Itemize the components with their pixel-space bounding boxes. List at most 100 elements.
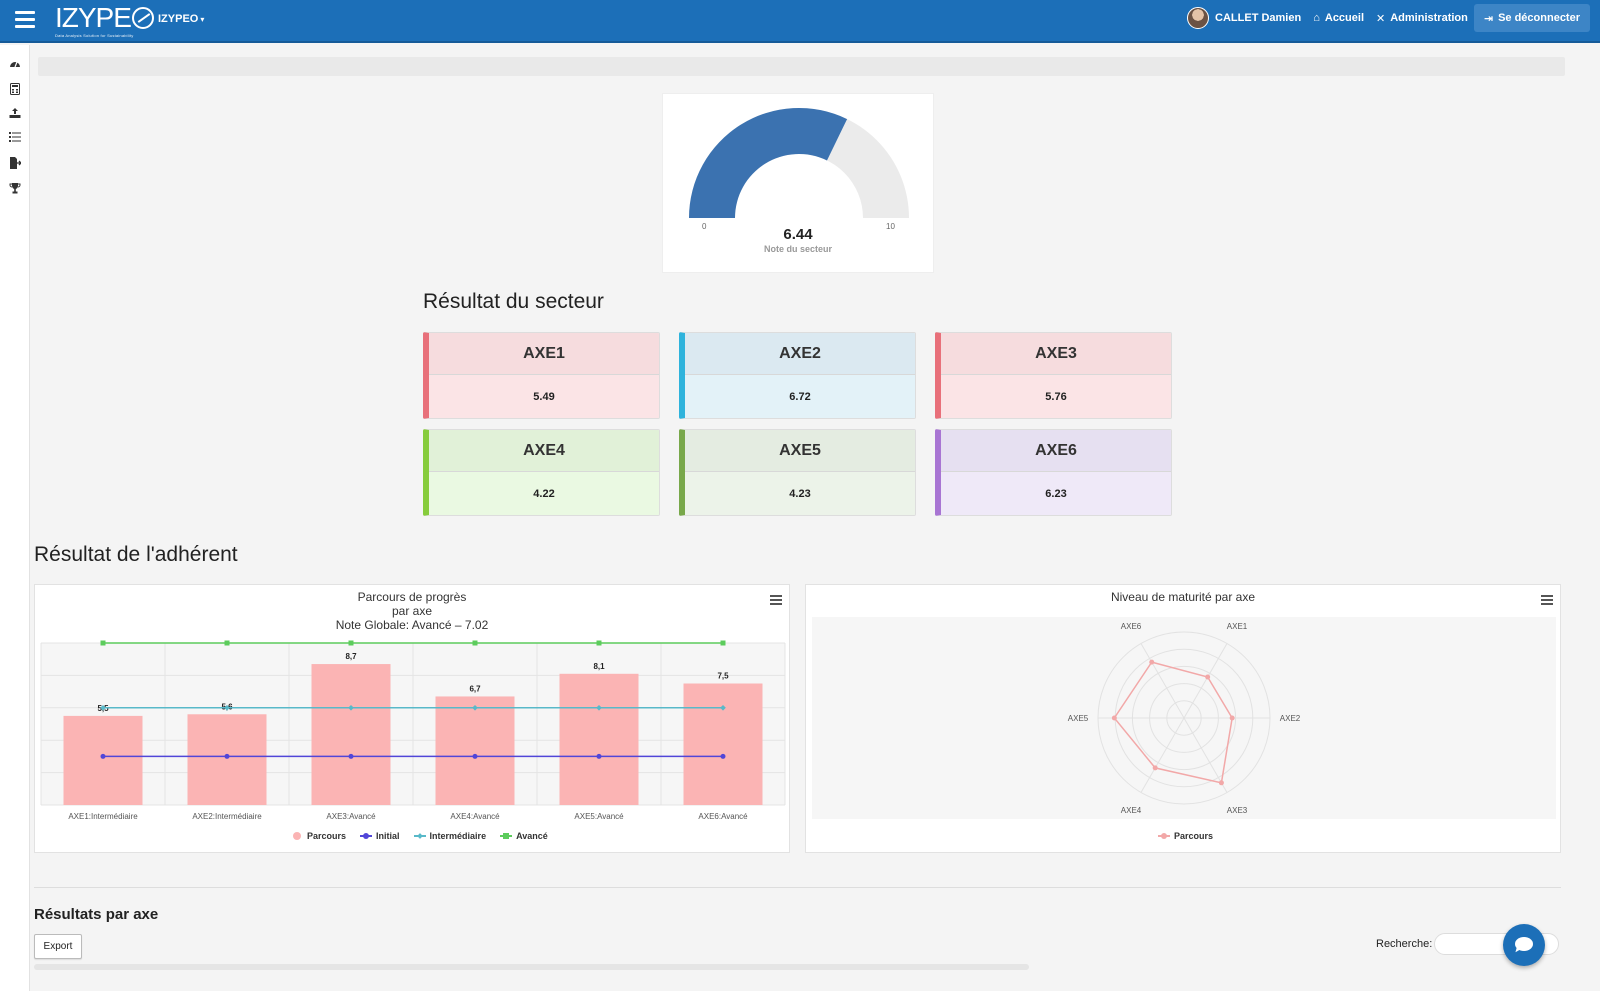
axe-card-1: AXE1 5.49 <box>423 332 660 419</box>
radar-axis-label: AXE4 <box>1121 806 1142 815</box>
progress-chart: 5,5AXE1:Intermédiaire5,6AXE2:Intermédiai… <box>40 640 786 821</box>
logout-icon: ⇥ <box>1483 12 1494 25</box>
axe-card-value: 4.22 <box>429 472 659 515</box>
gauge-min-label: 0 <box>702 222 707 231</box>
user-nav: CALLET Damien ⌂ Accueil ✕ Administration… <box>1181 4 1590 32</box>
radar-axis-label: AXE6 <box>1121 622 1142 631</box>
legend-item-intermediaire[interactable]: Intermédiaire <box>413 831 487 841</box>
chat-bubble-button[interactable] <box>1503 924 1545 966</box>
x-axis-tick-label: AXE6:Avancé <box>698 812 748 821</box>
line-marker-avance <box>348 640 354 646</box>
legend-diamond-icon <box>416 833 423 839</box>
line-marker-initial <box>472 753 478 759</box>
adherent-result-title: Résultat de l'adhérent <box>34 543 238 566</box>
app-logo[interactable]: IZYPE Data Analysis Solution for Sustain… <box>55 2 154 38</box>
axe-card-5: AXE5 4.23 <box>679 429 916 516</box>
maturity-chart-panel: Niveau de maturité par axe AXE1 AXE2 AXE3 A… <box>805 584 1561 853</box>
bar-parcours <box>187 714 267 805</box>
x-axis-tick-label: AXE3:Avancé <box>326 812 376 821</box>
line-marker-avance <box>596 640 602 646</box>
legend-label: Intermédiaire <box>429 831 487 841</box>
line-marker-initial <box>720 753 726 759</box>
export-file-icon[interactable] <box>7 157 23 171</box>
top-navbar: IZYPE Data Analysis Solution for Sustain… <box>0 0 1600 43</box>
axe-card-6: AXE6 6.23 <box>935 429 1172 516</box>
legend-item-parcours[interactable]: Parcours <box>1158 831 1213 841</box>
progress-chart-title: Parcours de progrès <box>357 590 467 604</box>
line-marker-intermediaire <box>720 704 726 711</box>
legend-label: Avancé <box>516 831 548 841</box>
axe-card-name: AXE2 <box>685 333 915 375</box>
left-sidebar <box>0 45 30 991</box>
administration-link[interactable]: ✕ Administration <box>1370 4 1474 32</box>
breadcrumb <box>38 57 1565 76</box>
caret-down-icon: ▾ <box>200 15 205 24</box>
tools-icon: ✕ <box>1376 12 1386 25</box>
bar-data-label: 6,7 <box>469 684 481 693</box>
radar-spoke <box>1183 717 1228 793</box>
logo-o-icon <box>131 7 154 29</box>
progress-chart-subtitle: par axe <box>391 604 433 618</box>
line-marker-initial <box>224 753 230 759</box>
axe-card-value: 6.72 <box>685 375 915 418</box>
radar-spoke <box>1140 643 1185 719</box>
user-profile-link[interactable]: CALLET Damien <box>1181 4 1307 32</box>
sector-gauge-card: 6.44 Note du secteur <box>662 93 934 273</box>
bar-parcours <box>559 673 639 805</box>
list-icon[interactable] <box>7 132 23 146</box>
legend-item-avance[interactable]: Avancé <box>500 831 548 841</box>
horizontal-scrollbar[interactable] <box>34 964 1029 970</box>
bar-parcours <box>311 664 391 805</box>
radar-axis-label: AXE2 <box>1280 714 1301 723</box>
line-marker-initial <box>348 753 354 759</box>
gauge-max-label: 10 <box>886 222 895 231</box>
progress-chart-legend: Parcours Initial Intermédiaire Avancé <box>291 831 562 841</box>
maturity-chart-legend: Parcours <box>1158 831 1227 841</box>
search-label: Recherche: <box>1376 938 1433 950</box>
bar-parcours <box>435 696 515 805</box>
legend-dot-icon <box>363 833 370 839</box>
section-divider <box>34 887 1561 888</box>
axe-card-value: 6.23 <box>941 472 1171 515</box>
chart-menu-icon[interactable] <box>1541 595 1553 605</box>
radar-point <box>1229 715 1235 721</box>
line-marker-intermediaire <box>596 704 602 711</box>
axe-card-name: AXE1 <box>429 333 659 375</box>
axe-card-value: 5.49 <box>429 375 659 418</box>
bar-data-label: 8,1 <box>593 662 605 671</box>
legend-item-initial[interactable]: Initial <box>360 831 400 841</box>
line-marker-avance <box>224 640 230 646</box>
legend-dot-icon <box>1161 833 1167 839</box>
bar-parcours <box>683 683 763 805</box>
line-marker-avance <box>100 640 106 646</box>
logout-button[interactable]: ⇥ Se déconnecter <box>1473 4 1590 32</box>
sector-gauge <box>689 108 909 218</box>
radar-axis-label: AXE5 <box>1068 714 1089 723</box>
dashboard-icon[interactable] <box>7 58 23 72</box>
home-link[interactable]: ⌂ Accueil <box>1307 4 1370 32</box>
radar-axis-label: AXE1 <box>1227 622 1248 631</box>
upload-icon[interactable] <box>7 107 23 121</box>
chart-menu-icon[interactable] <box>770 595 782 605</box>
calculator-icon[interactable] <box>7 83 23 97</box>
radar-axis-label: AXE3 <box>1227 806 1248 815</box>
results-by-axis-title: Résultats par axe <box>34 906 159 923</box>
legend-item-parcours[interactable]: Parcours <box>291 831 346 841</box>
administration-label: Administration <box>1390 12 1468 24</box>
bar-data-label: 8,7 <box>345 652 357 661</box>
brand-dropdown-label: IZYPEO <box>158 13 199 25</box>
trophy-icon[interactable] <box>7 182 23 196</box>
radar-point <box>1152 765 1158 771</box>
hamburger-menu-icon[interactable] <box>15 11 35 29</box>
brand-dropdown[interactable]: IZYPEO ▾ <box>158 13 204 25</box>
axe-card-name: AXE6 <box>941 430 1171 472</box>
home-icon: ⌂ <box>1313 12 1320 24</box>
logo-text: IZYPE <box>55 2 132 33</box>
line-marker-initial <box>100 753 106 759</box>
export-button[interactable]: Export <box>34 934 82 959</box>
gauge-fill <box>689 108 848 218</box>
bar-parcours <box>63 715 143 805</box>
line-marker-avance <box>472 640 478 646</box>
maturity-chart-title: Niveau de maturité par axe <box>1110 590 1256 604</box>
radar-point <box>1149 659 1155 665</box>
